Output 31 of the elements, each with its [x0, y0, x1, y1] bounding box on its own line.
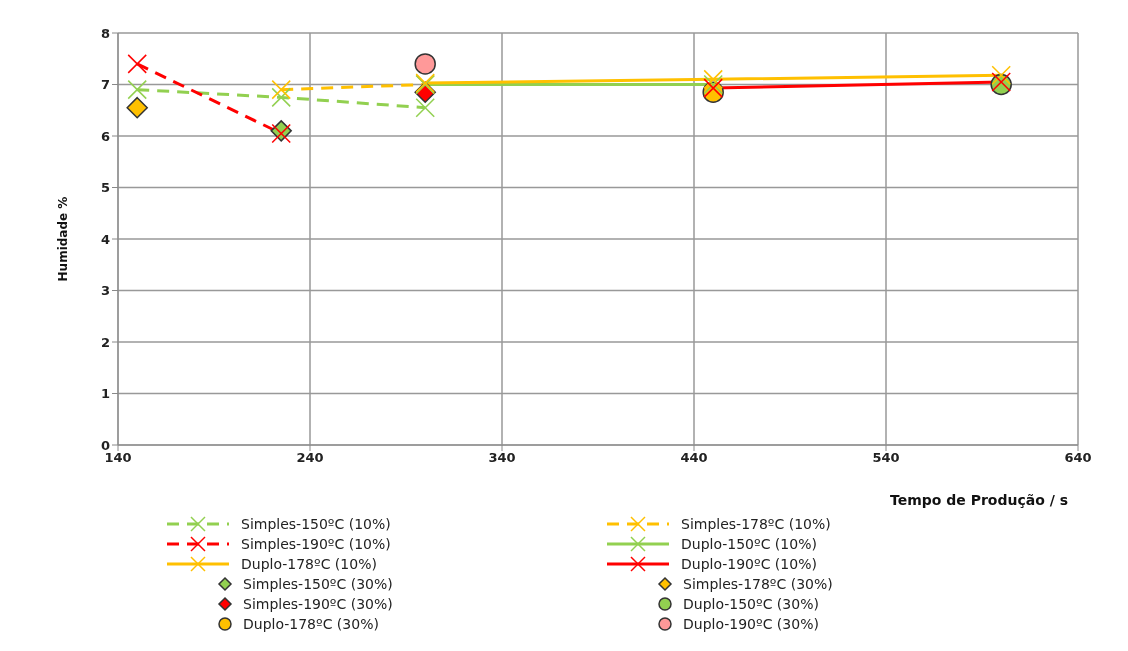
y-tick-label: 5 [100, 180, 110, 196]
y-tick-label: 3 [100, 283, 110, 299]
legend-label: Duplo-150ºC (30%) [683, 596, 819, 612]
x-axis-title: Tempo de Produção / s [889, 492, 1068, 508]
legend-label: Simples-190ºC (30%) [243, 596, 393, 612]
x-tick-label: 340 [488, 450, 516, 466]
y-tick-label: 0 [100, 437, 110, 453]
legend-label: Duplo-150ºC (10%) [681, 536, 817, 552]
y-axis-title: Humidade % [56, 196, 71, 282]
point [126, 96, 148, 119]
legend-label: Duplo-190ºC (10%) [681, 556, 817, 572]
y-tick-label: 7 [100, 77, 110, 93]
y-tick-label: 4 [100, 231, 110, 247]
legend-label: Simples-178ºC (30%) [683, 576, 833, 592]
legend-label: Simples-190ºC (10%) [241, 536, 391, 552]
x-tick-label: 640 [1064, 450, 1092, 466]
y-tick-label: 1 [100, 386, 110, 402]
x-tick-label: 140 [104, 450, 132, 466]
y-tick-label: 6 [100, 128, 110, 144]
legend-label: Duplo-178ºC (30%) [243, 616, 379, 632]
legend-label: Simples-150ºC (30%) [243, 576, 393, 592]
legend-label: Duplo-190ºC (30%) [683, 616, 819, 632]
legend-label: Duplo-178ºC (10%) [241, 556, 377, 572]
legend-label: Simples-178ºC (10%) [681, 516, 831, 532]
y-tick-label: 8 [100, 25, 110, 41]
point [414, 53, 436, 75]
x-tick-label: 240 [296, 450, 324, 466]
x-tick-label: 440 [680, 450, 708, 466]
y-tick-label: 2 [100, 334, 110, 350]
x-tick-label: 540 [872, 450, 900, 466]
legend-label: Simples-150ºC (10%) [241, 516, 391, 532]
